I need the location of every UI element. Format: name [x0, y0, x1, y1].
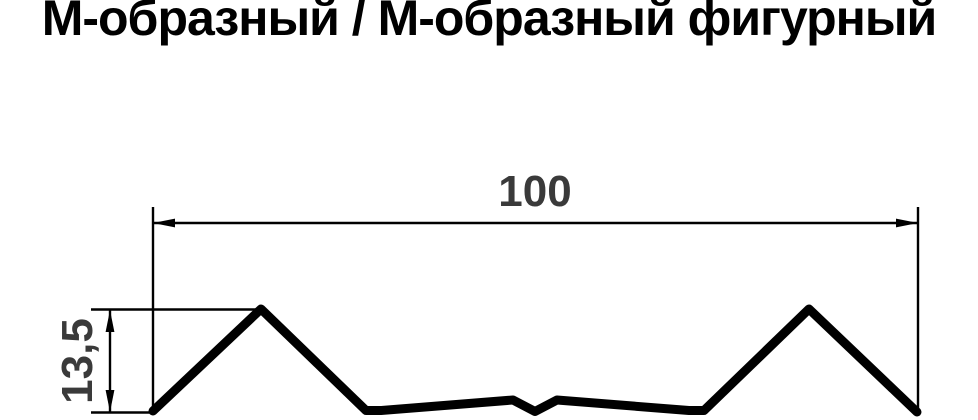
width-dimension-label: 100	[498, 167, 571, 216]
height-dimension-arrow-top	[105, 310, 115, 332]
width-dimension-arrow-right	[896, 218, 918, 228]
width-dimension-arrow-left	[153, 218, 175, 228]
page-title: М-образный / М-образный фигурный	[41, 0, 938, 46]
profile-outline	[148, 304, 922, 417]
height-dimension-label: 13,5	[53, 318, 102, 404]
height-dimension-arrow-bottom	[105, 390, 115, 412]
